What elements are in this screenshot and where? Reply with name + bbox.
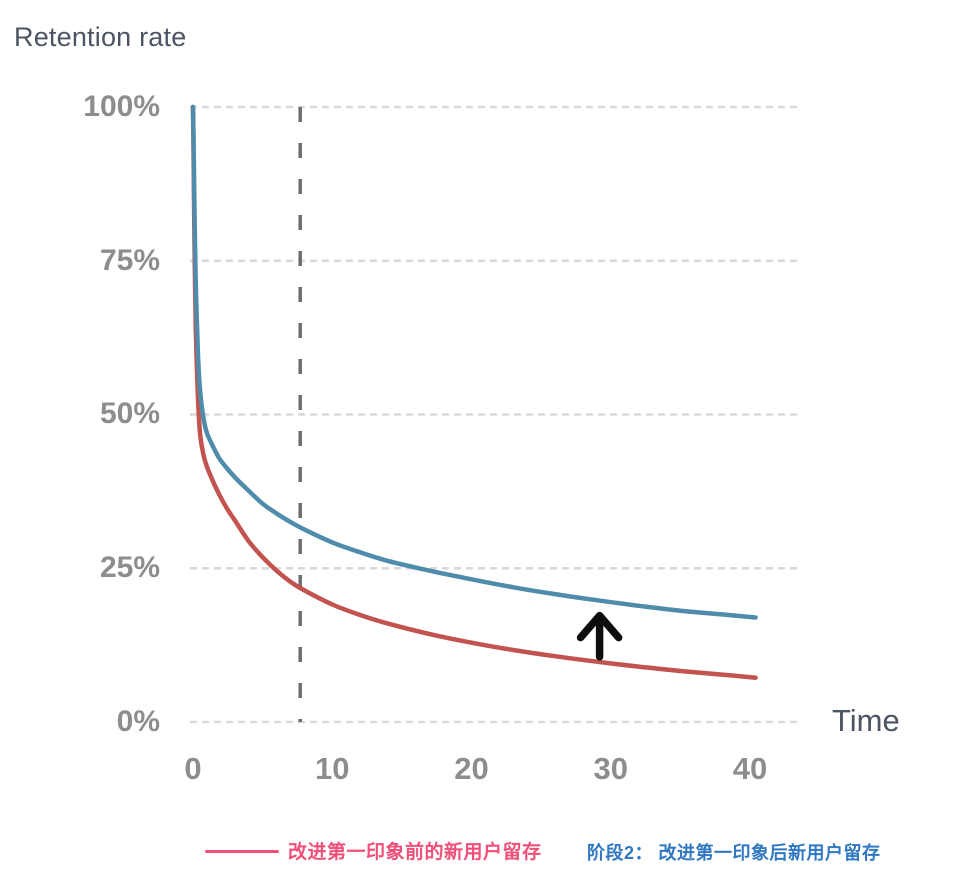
y-tick-label-50: 50% <box>99 397 160 430</box>
legend-label-after: 阶段2： 改进第一印象后新用户留存 <box>587 843 881 863</box>
y-tick-label-25: 25% <box>99 551 160 584</box>
x-tick-label-0: 0 <box>184 751 202 786</box>
curve-after <box>190 104 758 620</box>
x-tick-label-30: 30 <box>593 751 629 786</box>
legend-label-before: 改进第一印象前的新用户留存 <box>288 842 542 863</box>
curve-before <box>190 104 758 680</box>
y-tick-label-75: 75% <box>99 244 160 277</box>
y-tick-label-100: 100% <box>83 90 160 123</box>
up-arrow-annotation <box>576 611 623 661</box>
x-tick-label-40: 40 <box>732 751 768 786</box>
chart-title: Retention rate <box>14 22 187 52</box>
y-tick-label-0: 0% <box>116 705 160 738</box>
gridlines <box>190 105 798 724</box>
x-tick-label-20: 20 <box>454 751 489 786</box>
legend-line-swatch <box>205 850 279 853</box>
x-axis-title: Time <box>832 703 900 738</box>
x-tick-label-10: 10 <box>315 751 350 786</box>
